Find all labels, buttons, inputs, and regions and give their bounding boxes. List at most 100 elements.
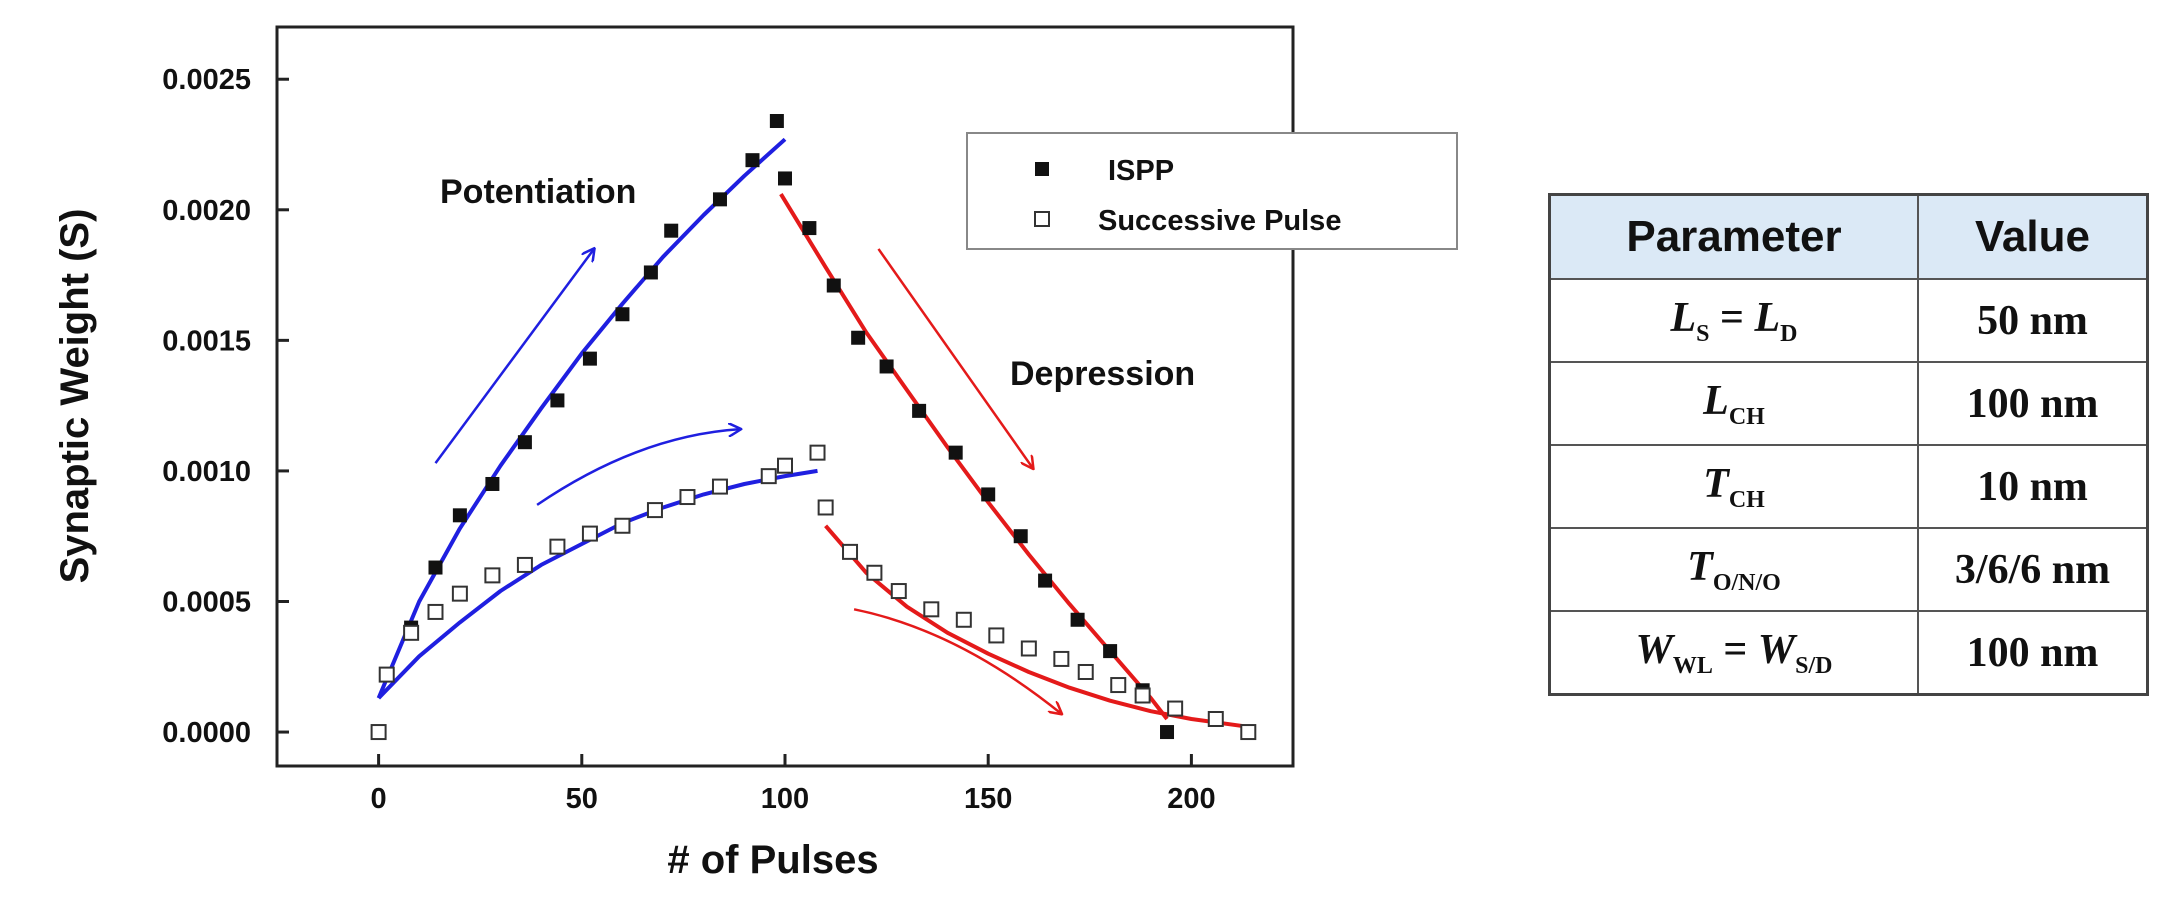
- annotation-potentiation: Potentiation: [440, 173, 636, 211]
- param-subscript: O/N/O: [1712, 569, 1781, 596]
- param-subscript: CH: [1728, 486, 1765, 513]
- ispp-point: [745, 153, 760, 168]
- y-tick-label: 0.0025: [162, 64, 251, 96]
- ispp-point: [1103, 644, 1118, 659]
- table-header-row: Parameter Value: [1548, 193, 2149, 280]
- header-parameter: Parameter: [1548, 193, 1919, 280]
- x-axis-title: # of Pulses: [667, 838, 878, 882]
- ispp-point: [615, 307, 630, 322]
- fit-line: [779, 193, 1169, 721]
- param-symbol: L: [1703, 377, 1729, 424]
- ispp-point: [452, 508, 467, 523]
- successive-point: [1134, 687, 1151, 704]
- value-cell: 3/6/6 nm: [1917, 527, 2149, 612]
- successive-point: [451, 585, 468, 602]
- potentiation-successive-arrow: [536, 429, 740, 506]
- x-tick-label: 0: [371, 783, 387, 815]
- ispp-point: [948, 445, 963, 460]
- chart: 0 50 100 150 200 0.0000 0.0005 0.0010 0.0015 0.00…: [53, 25, 1458, 882]
- successive-point: [817, 499, 834, 516]
- successive-point: [809, 444, 826, 461]
- successive-point: [1167, 700, 1184, 717]
- value-cell: 100 nm: [1917, 361, 2149, 446]
- legend-marker-ispp: [1035, 162, 1049, 176]
- ispp-point: [643, 265, 658, 280]
- successive-point: [1207, 710, 1224, 727]
- axis-ticks: 0 50 100 150 200 0.0000 0.0005 0.0010 0.0015 0.00…: [162, 64, 1215, 815]
- ispp-point: [582, 351, 597, 366]
- legend-box: [966, 132, 1458, 250]
- value-cell: 50 nm: [1917, 278, 2149, 363]
- successive-point: [1053, 650, 1070, 667]
- param-subscript: CH: [1728, 403, 1765, 430]
- successive-point: [1077, 663, 1094, 680]
- param-cell: LCH: [1548, 361, 1919, 446]
- ispp-point: [485, 476, 500, 491]
- ispp-point: [981, 487, 996, 502]
- ispp-point: [1013, 529, 1028, 544]
- param-subscript: D: [1780, 320, 1798, 347]
- ispp-point: [712, 192, 727, 207]
- ispp-point: [826, 278, 841, 293]
- value-cell: 100 nm: [1917, 610, 2149, 696]
- param-subscript: WL: [1672, 652, 1713, 679]
- successive-point: [549, 538, 566, 555]
- y-tick-label: 0.0020: [162, 195, 251, 227]
- table-row: LS = LD 50 nm: [1548, 278, 2149, 363]
- ispp-point: [1070, 612, 1085, 627]
- successive-point: [988, 627, 1005, 644]
- successive-point: [1020, 640, 1037, 657]
- value-cell: 10 nm: [1917, 444, 2149, 529]
- y-tick-label: 0.0005: [162, 586, 251, 618]
- param-symbol: W: [1635, 626, 1673, 673]
- x-tick-label: 150: [964, 783, 1012, 815]
- successive-point: [679, 489, 696, 506]
- successive-point: [1240, 724, 1257, 741]
- ispp-point: [769, 114, 784, 129]
- header-value: Value: [1917, 193, 2149, 280]
- param-symbol: W: [1757, 626, 1796, 673]
- param-cell: TO/N/O: [1548, 527, 1919, 612]
- table-row: LCH 100 nm: [1548, 361, 2149, 446]
- successive-point: [890, 583, 907, 600]
- ispp-point: [664, 223, 679, 238]
- successive-point: [403, 624, 420, 641]
- param-cell: TCH: [1548, 444, 1919, 529]
- param-symbol: T: [1703, 460, 1729, 507]
- successive-point: [516, 556, 533, 573]
- table-row: TCH 10 nm: [1548, 444, 2149, 529]
- param-symbol: L: [1754, 294, 1781, 341]
- x-tick-label: 200: [1167, 783, 1215, 815]
- table-row: TO/N/O 3/6/6 nm: [1548, 527, 2149, 612]
- depression-successive-arrow: [853, 608, 1061, 713]
- param-operator: =: [1712, 626, 1758, 673]
- potentiation-ispp-arrow: [434, 249, 593, 464]
- param-subscript: S/D: [1795, 652, 1833, 679]
- successive-point: [923, 601, 940, 618]
- successive-point: [484, 567, 501, 584]
- successive-point: [760, 468, 777, 485]
- x-tick-label: 100: [761, 783, 809, 815]
- y-tick-label: 0.0000: [162, 717, 251, 749]
- ispp-point: [1160, 725, 1175, 740]
- successive-point: [842, 543, 859, 560]
- successive-point: [866, 564, 883, 581]
- data-points: [370, 114, 1257, 741]
- fit-line: [824, 524, 1249, 729]
- trend-arrows: [434, 248, 1061, 714]
- successive-point: [427, 603, 444, 620]
- successive-point: [1110, 677, 1127, 694]
- param-symbol: T: [1687, 543, 1713, 590]
- param-cell: WWL = WS/D: [1548, 610, 1919, 696]
- successive-point: [378, 666, 395, 683]
- legend-label-successive: Successive Pulse: [1098, 205, 1341, 237]
- depression-ispp-arrow: [877, 248, 1032, 468]
- fit-line: [377, 468, 818, 700]
- parameter-table: Parameter Value LS = LD 50 nm LCH 100 nm…: [1548, 193, 2149, 696]
- successive-point: [614, 517, 631, 534]
- annotation-depression: Depression: [1010, 355, 1195, 393]
- successive-point: [646, 502, 663, 519]
- ispp-point: [879, 359, 894, 374]
- x-tick-label: 50: [566, 783, 598, 815]
- table-row: WWL = WS/D 100 nm: [1548, 610, 2149, 696]
